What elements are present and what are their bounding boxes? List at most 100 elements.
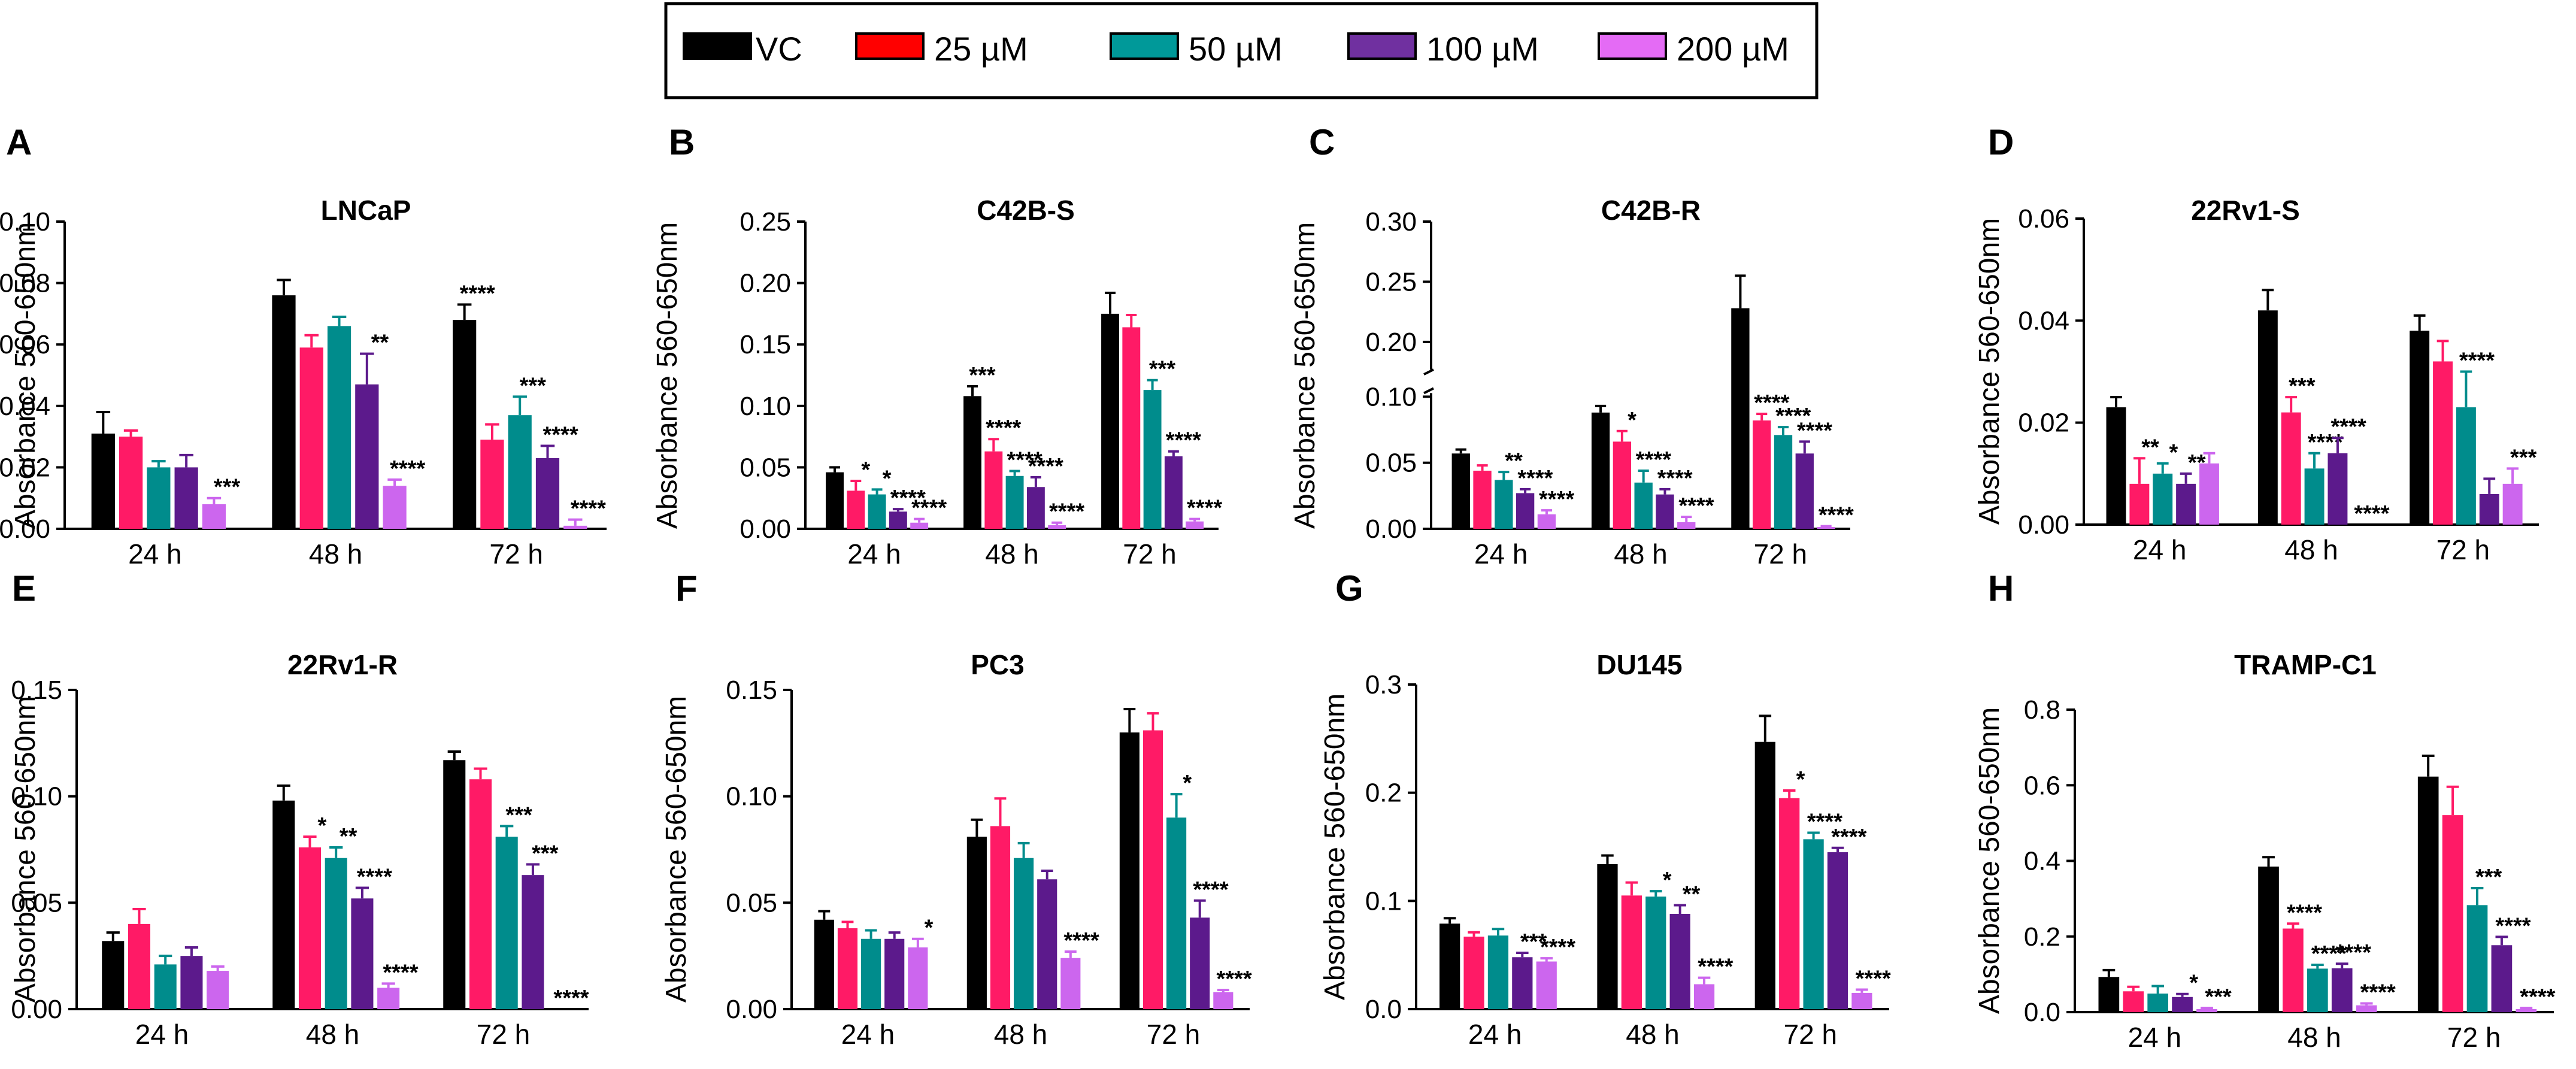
significance-label: **** — [986, 416, 1021, 441]
bar — [207, 971, 229, 1009]
bar — [351, 898, 374, 1009]
bar — [1143, 390, 1162, 529]
panel-letter: C — [1309, 122, 1335, 162]
bar — [508, 415, 532, 529]
legend-label: 100 µM — [1426, 30, 1539, 68]
panel-letter: D — [1988, 122, 2014, 162]
y-tick-label: 0.05 — [11, 888, 62, 917]
bar — [147, 467, 171, 529]
panel-title: C42B-R — [1601, 195, 1701, 226]
legend-label: 50 µM — [1189, 30, 1283, 68]
bar — [1014, 858, 1034, 1009]
bar — [2410, 331, 2430, 525]
bar — [2172, 997, 2193, 1012]
panel-letter: E — [12, 568, 36, 608]
y-tick-label: 0.02 — [0, 453, 50, 482]
bar — [1122, 327, 1141, 529]
bar — [837, 928, 858, 1009]
significance-label: ** — [1505, 449, 1523, 474]
bar — [908, 947, 928, 1009]
significance-label: * — [1628, 408, 1636, 433]
bar — [1536, 961, 1557, 1009]
bar — [1851, 992, 1872, 1009]
x-tick-label: 72 h — [489, 538, 543, 570]
significance-label: **** — [1698, 955, 1733, 980]
bar — [102, 941, 125, 1009]
legend-label: 25 µM — [934, 30, 1028, 68]
x-tick-label: 48 h — [994, 1019, 1048, 1050]
legend-item: 100 µM — [1347, 30, 1539, 68]
significance-label: * — [883, 466, 892, 491]
y-tick-label: 0.00 — [2018, 510, 2069, 540]
bar — [1634, 482, 1653, 529]
bar — [2176, 483, 2196, 525]
significance-label: **** — [1807, 810, 1842, 835]
panel-title: LNCaP — [321, 195, 411, 226]
x-tick-label: 48 h — [985, 538, 1039, 570]
bar — [327, 326, 351, 529]
bar — [1463, 936, 1484, 1009]
significance-label: * — [2189, 971, 2198, 996]
panel-letter: H — [1988, 568, 2014, 608]
significance-label: *** — [2289, 374, 2316, 399]
y-tick-label: 0.15 — [726, 676, 777, 705]
bar — [174, 467, 198, 529]
bar — [1473, 470, 1492, 529]
significance-label: **** — [2459, 349, 2495, 374]
y-tick-label: 0.04 — [0, 392, 50, 421]
bar — [861, 938, 881, 1009]
y-tick-label: 0.15 — [740, 330, 791, 359]
bar — [1795, 453, 1814, 529]
bar — [383, 486, 407, 529]
y-tick-label: 0.00 — [1365, 514, 1417, 544]
bar — [889, 511, 907, 529]
y-tick-label: 0.25 — [1365, 267, 1417, 296]
bar — [1537, 514, 1556, 529]
panel-C: C C42B-R Absorbance 560-650nm 0.00 0.05 0.10 0… — [1289, 122, 1854, 570]
y-tick-label: 0.8 — [2024, 695, 2060, 725]
significance-label: **** — [1166, 428, 1201, 453]
significance-label: **** — [1007, 448, 1042, 473]
x-tick-label: 48 h — [2284, 534, 2338, 565]
bar — [847, 490, 865, 529]
legend-swatch — [1598, 32, 1667, 60]
y-tick-label: 0.20 — [1365, 328, 1417, 357]
bar — [1754, 741, 1775, 1009]
significance-label: **** — [2495, 913, 2530, 938]
bar — [1597, 864, 1618, 1009]
bar — [2147, 994, 2168, 1012]
y-tick-label: 0.30 — [1365, 207, 1417, 237]
y-tick-label: 0.2 — [1365, 779, 1402, 808]
significance-label: **** — [1216, 967, 1251, 992]
bar — [1005, 476, 1024, 529]
bar — [2479, 493, 2499, 525]
bar — [480, 440, 504, 529]
bar — [1186, 521, 1204, 529]
significance-label: **** — [1831, 825, 1866, 850]
bar — [1516, 493, 1535, 529]
x-tick-label: 48 h — [2287, 1022, 2341, 1053]
panel-letter: A — [6, 122, 32, 162]
bar — [2502, 483, 2523, 525]
bar — [1213, 992, 1234, 1009]
bar — [1512, 957, 1533, 1009]
bar — [443, 760, 466, 1009]
bar — [2153, 473, 2173, 525]
significance-label: **** — [1540, 935, 1575, 960]
bar — [984, 451, 1003, 529]
x-tick-label: 48 h — [1614, 538, 1668, 570]
bar — [2356, 1005, 2377, 1012]
bar — [180, 956, 203, 1009]
significance-label: **** — [2330, 414, 2366, 440]
bar — [2129, 483, 2150, 525]
y-tick-label: 0.0 — [2024, 998, 2060, 1027]
significance-label: **** — [890, 486, 926, 511]
significance-label: **** — [2336, 940, 2371, 965]
x-tick-label: 48 h — [306, 1019, 360, 1050]
x-tick-label: 24 h — [1474, 538, 1528, 570]
bar — [1613, 441, 1632, 529]
